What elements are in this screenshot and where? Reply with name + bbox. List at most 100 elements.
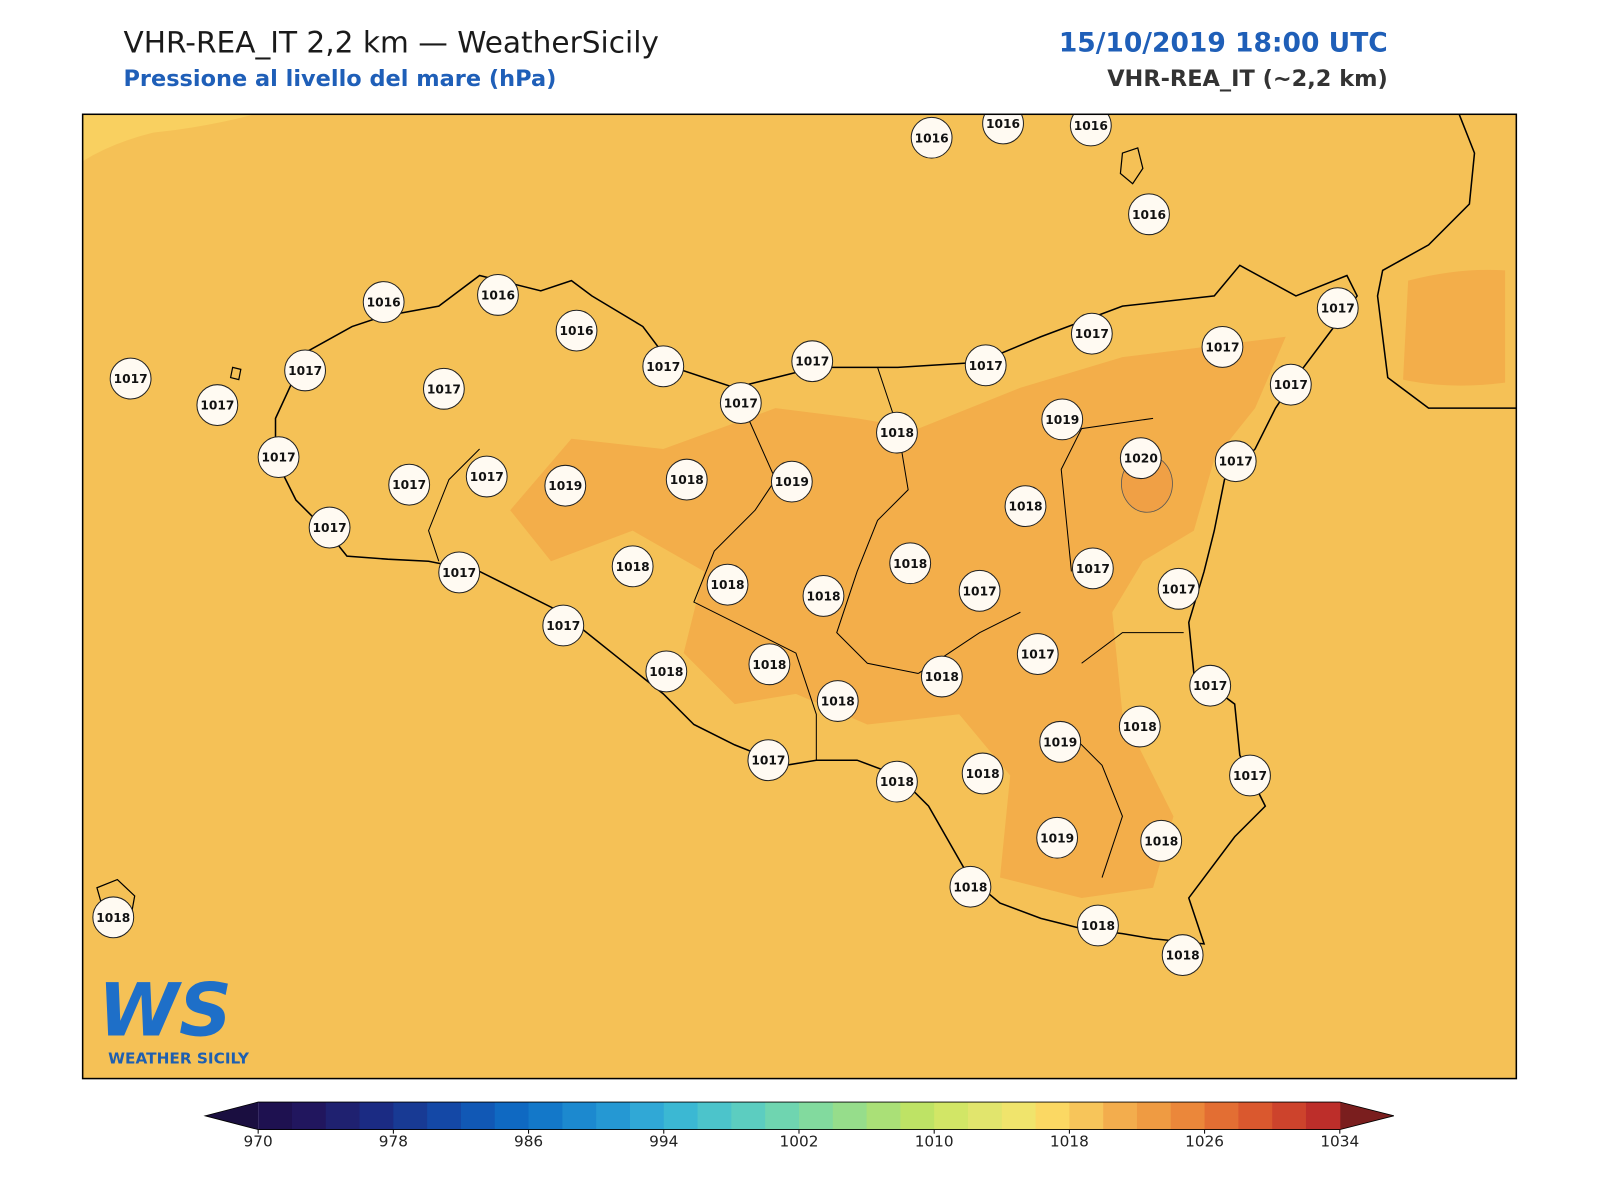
- station-marker: [961, 752, 1004, 795]
- colorbar-segment: [1001, 1102, 1037, 1130]
- station-value: 1018: [880, 426, 914, 440]
- station-marker: [1229, 754, 1271, 797]
- station: 1018: [1161, 934, 1204, 977]
- station-value: 1017: [392, 478, 426, 492]
- station-marker: [889, 542, 932, 585]
- station-value: 1016: [1132, 208, 1166, 222]
- colorbar-segment: [1305, 1102, 1341, 1130]
- station: 1017: [1269, 363, 1312, 406]
- station-marker: [1269, 363, 1312, 406]
- station: 1016: [1069, 114, 1112, 147]
- station: 1018: [92, 896, 135, 939]
- station-value: 1018: [966, 767, 1000, 781]
- station-value: 1019: [1043, 735, 1077, 749]
- station-marker: [438, 551, 481, 594]
- station-marker: [388, 463, 431, 506]
- station-marker: [802, 575, 845, 617]
- station-value: 1018: [711, 578, 745, 592]
- station: 1017: [284, 349, 327, 392]
- station: 1016: [362, 281, 405, 323]
- station-value: 1017: [724, 397, 758, 411]
- station-marker: [791, 340, 834, 383]
- colorbar-segment: [1204, 1102, 1239, 1130]
- station: 1017: [388, 463, 431, 506]
- station-marker: [284, 349, 327, 392]
- station-value: 1018: [925, 670, 959, 684]
- station-marker: [1157, 567, 1200, 610]
- station-marker: [465, 455, 508, 498]
- station: 1018: [748, 643, 791, 686]
- station-marker: [1140, 819, 1183, 862]
- station-marker: [1128, 193, 1170, 236]
- station: 1019: [544, 464, 587, 507]
- station-marker: [719, 382, 762, 424]
- station-marker: [949, 865, 992, 908]
- station: 1017: [791, 340, 834, 383]
- station-marker: [1118, 705, 1161, 748]
- coastline: [1376, 114, 1517, 409]
- station-value: 1019: [1040, 831, 1074, 845]
- station: 1017: [438, 551, 481, 594]
- station-value: 1017: [1205, 340, 1239, 354]
- station-marker: [920, 655, 963, 698]
- station-marker: [1041, 398, 1084, 441]
- station-marker: [1201, 326, 1244, 368]
- province-border: [428, 367, 1184, 878]
- station-value: 1018: [616, 560, 650, 574]
- station-value: 1017: [1274, 378, 1308, 392]
- colorbar-segment: [528, 1102, 563, 1130]
- station: 1018: [1077, 904, 1119, 947]
- subtitle: Pressione al livello del mare (hPa): [123, 66, 556, 92]
- station: 1018: [961, 752, 1004, 795]
- colorbar-segment: [291, 1102, 327, 1130]
- station: 1018: [889, 542, 932, 585]
- station-value: 1018: [1008, 500, 1042, 514]
- map: 1016 1016 1016 1016 1016 1016 1016 1017 1017 1017…: [82, 114, 1517, 1079]
- colorbar-segment: [798, 1102, 834, 1130]
- colorbar-segment: [1238, 1102, 1273, 1130]
- colorbar: 970 978 986 994 1002 1010 1018 1026 1034: [203, 1101, 1394, 1150]
- station-value: 1017: [470, 470, 504, 484]
- colorbar-segment: [1170, 1102, 1206, 1130]
- colorbar-segment: [934, 1102, 969, 1130]
- station-value: 1018: [752, 658, 786, 672]
- station-value: 1017: [262, 451, 296, 465]
- colorbar-tick-label: 1002: [780, 1132, 819, 1150]
- colorbar-tick-label: 1026: [1185, 1132, 1224, 1150]
- station-value: 1018: [1123, 720, 1157, 734]
- station: 1017: [1071, 547, 1114, 590]
- station-value: 1018: [821, 695, 855, 709]
- colorbar-tick-label: 978: [379, 1132, 408, 1150]
- station-value: 1017: [795, 355, 829, 369]
- station: 1018: [816, 680, 859, 722]
- station-marker: [876, 411, 918, 454]
- station-value: 1018: [953, 880, 987, 894]
- colorbar-segment: [1035, 1102, 1070, 1130]
- station-value: 1017: [1162, 582, 1196, 596]
- station-marker: [910, 116, 953, 159]
- colorbar-segment: [562, 1102, 597, 1130]
- station: 1018: [920, 655, 963, 698]
- colorbar-segment: [663, 1102, 699, 1130]
- station-marker: [1161, 934, 1204, 977]
- colorbar-extend: [1339, 1102, 1394, 1130]
- station-marker: [555, 309, 598, 352]
- station-value: 1017: [313, 521, 347, 535]
- station-value: 1019: [548, 479, 582, 493]
- station: 1017: [465, 455, 508, 498]
- station-value: 1018: [893, 557, 927, 571]
- station-marker: [308, 506, 351, 549]
- station-marker: [1071, 547, 1114, 590]
- colorbar-segment: [359, 1102, 394, 1130]
- station-marker: [876, 760, 918, 803]
- station-value: 1018: [670, 473, 704, 487]
- station-marker: [816, 680, 859, 722]
- station-value: 1017: [200, 399, 234, 413]
- colorbar-segment: [325, 1102, 361, 1130]
- station-value: 1017: [646, 360, 680, 374]
- station: 1017: [1189, 664, 1232, 707]
- colorbar-segment: [629, 1102, 665, 1130]
- station-value: 1020: [1124, 452, 1158, 466]
- station-marker: [958, 569, 1001, 612]
